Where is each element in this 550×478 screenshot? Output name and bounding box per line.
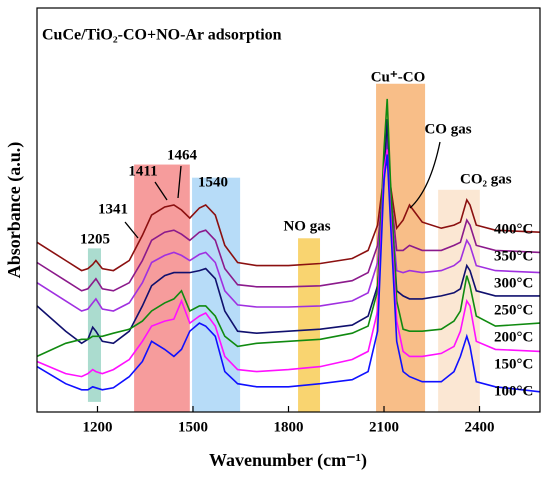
annotation: 1411 [128,163,157,179]
spectrum-line [36,119,540,345]
highlight-region [134,164,190,412]
arrow [409,141,441,209]
series-label: 150°C [494,356,533,372]
annotation: 1540 [198,174,228,190]
x-tick-label: 1800 [274,419,304,435]
series-label: 200°C [494,329,533,345]
x-axis-label: Wavenumber (cm⁻¹) [209,450,367,471]
spectrum-line [36,149,541,378]
highlight-region [192,177,241,412]
series-label: 300°C [494,275,533,291]
series-label: 100°C [494,383,533,399]
chart-title: CuCe/TiO₂-CO+NO-Ar adsorption [42,27,282,44]
annotation: 1205 [80,231,110,247]
arrow [177,165,182,199]
annotation: NO gas [283,218,330,234]
annotation: Cu⁺-CO [371,69,426,85]
highlight-region [87,248,101,402]
annotation: CO gas [424,121,471,137]
series-label: 350°C [494,248,533,264]
spectrum-line [36,98,541,358]
spectrum-line [36,144,541,292]
annotation: CO₂ gas [460,171,512,187]
arrow [124,221,139,239]
x-tick-label: 1200 [82,419,112,435]
lines [36,98,541,393]
y-axis-label: Absorbance (a.u.) [4,142,25,279]
arrows [124,141,441,239]
annotation: 1341 [98,201,128,217]
x-tick-label: 2100 [369,419,399,435]
spectrum-line [36,154,541,393]
series-label: 400°C [494,221,533,237]
regions [87,83,480,412]
spectrum-line [36,134,541,312]
series-label: 250°C [494,302,533,318]
annotation: 1464 [167,147,198,163]
x-tick-label: 2400 [465,419,495,435]
arrow [154,181,168,201]
x-tick-label: 1500 [178,419,208,435]
spectrum-line [36,159,541,272]
